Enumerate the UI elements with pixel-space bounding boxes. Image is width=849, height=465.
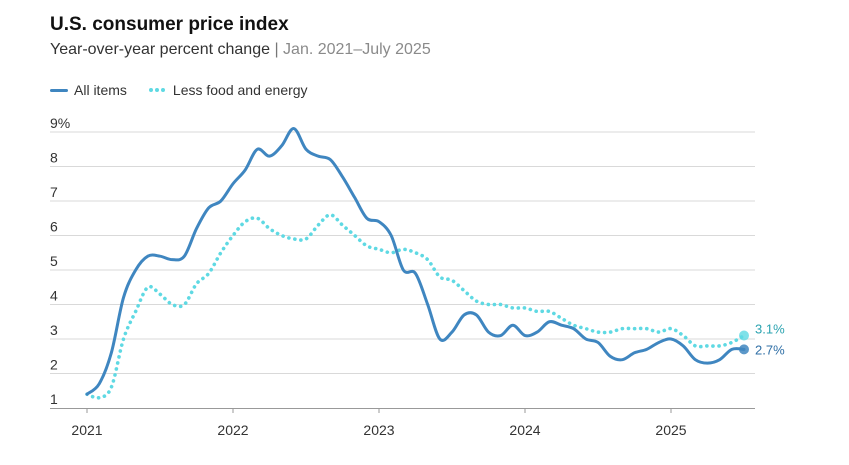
y-tick-label: 3 (50, 322, 58, 338)
legend-label-core: Less food and energy (172, 82, 308, 98)
y-tick-label: 7 (50, 184, 58, 200)
x-tick-label: 2022 (217, 422, 248, 438)
series-line-all-items (85, 127, 746, 396)
subtitle-main: Year-over-year percent change (50, 41, 270, 58)
series-line-core (85, 213, 746, 400)
chart-legend: All items Less food and energy (50, 82, 330, 98)
x-tick-label: 2024 (509, 422, 540, 438)
legend-label-all-items: All items (74, 82, 127, 98)
x-tick-label: 2023 (363, 422, 394, 438)
legend-item-core: Less food and energy (148, 82, 308, 98)
subtitle-separator: | (274, 41, 279, 58)
end-label-core: 3.1% (755, 322, 785, 337)
y-tick-label: 8 (50, 150, 58, 166)
x-tick-label: 2025 (655, 422, 686, 438)
end-label-all-items: 2.7% (755, 342, 785, 357)
legend-item-all-items: All items (50, 82, 127, 98)
legend-swatch-dotted (148, 88, 165, 92)
y-tick-label: 2 (50, 357, 58, 373)
y-tick-label: 5 (50, 253, 58, 269)
series-end-point-core (739, 330, 749, 341)
y-tick-label: 9% (50, 115, 70, 131)
legend-swatch-solid (50, 88, 68, 92)
x-tick-label: 2021 (71, 422, 102, 438)
y-tick-label: 4 (50, 288, 58, 304)
y-tick-label: 6 (50, 219, 58, 235)
subtitle-date-range: Jan. 2021–July 2025 (283, 41, 431, 58)
series-end-point-all-items (739, 344, 749, 355)
chart-title: U.S. consumer price index (50, 14, 289, 35)
chart-subtitle: Year-over-year percent change | Jan. 202… (50, 41, 431, 59)
y-tick-label: 1 (50, 391, 58, 407)
